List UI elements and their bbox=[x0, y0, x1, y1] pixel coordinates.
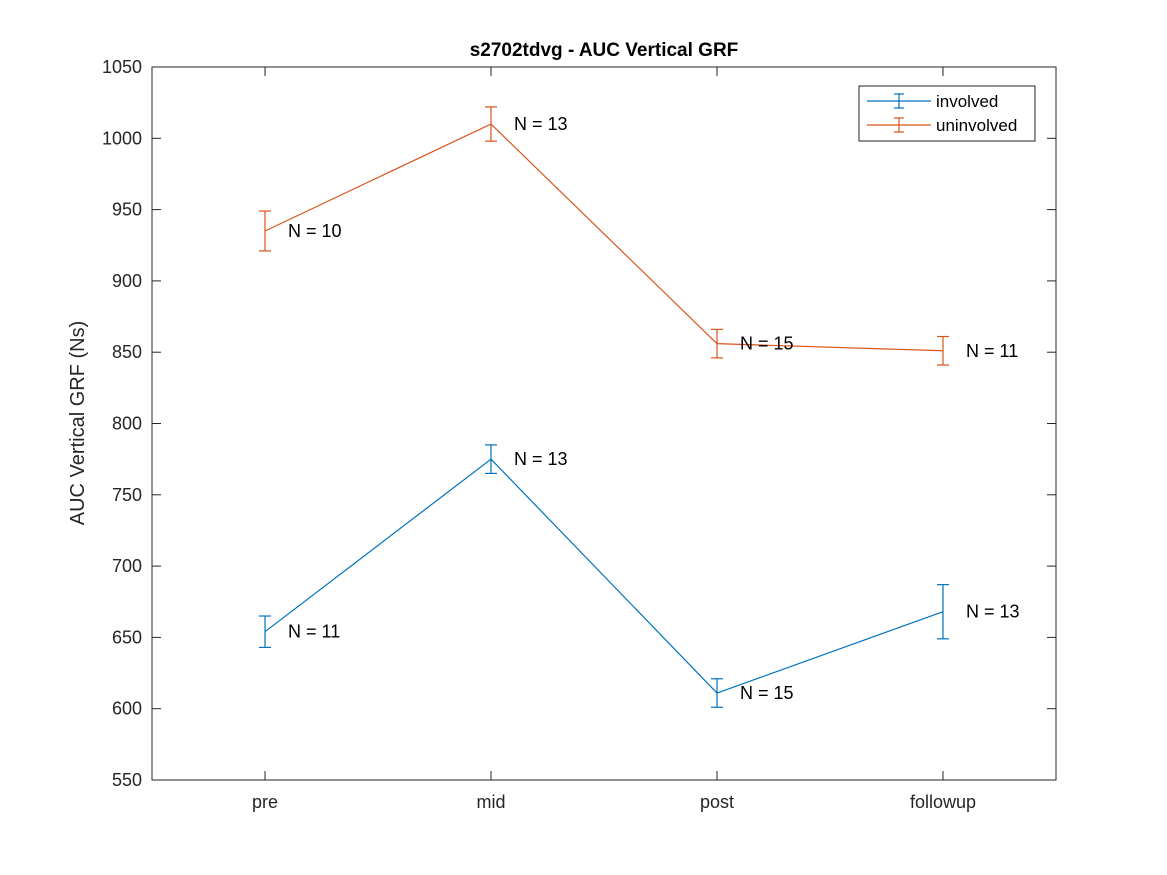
x-tick-label: mid bbox=[476, 792, 505, 812]
n-label: N = 13 bbox=[514, 449, 568, 469]
x-tick-label: post bbox=[700, 792, 734, 812]
y-tick-label: 950 bbox=[112, 200, 142, 220]
y-tick-label: 750 bbox=[112, 485, 142, 505]
n-label: N = 13 bbox=[966, 602, 1020, 622]
series-uninvolved: N = 10 N = 13 N = 15 N = 11 bbox=[259, 106, 1018, 366]
series-line-uninvolved bbox=[264, 123, 944, 352]
chart-title: s2702tdvg - AUC Vertical GRF bbox=[470, 40, 739, 61]
series-layer: N = 11N = 13N = 15N = 13N = 10N = 13N = … bbox=[259, 106, 1020, 708]
n-label: N = 13 bbox=[514, 114, 568, 134]
legend-label: uninvolved bbox=[936, 116, 1017, 135]
series-line-involved bbox=[264, 458, 944, 694]
y-tick-label: 650 bbox=[112, 627, 142, 647]
legend-label: involved bbox=[936, 92, 998, 111]
plot-area bbox=[151, 66, 1057, 781]
y-tick-label: 700 bbox=[112, 556, 142, 576]
y-tick-label: 1050 bbox=[102, 57, 142, 77]
x-tick-label: followup bbox=[910, 792, 976, 812]
y-axis-label: AUC Vertical GRF (Ns) bbox=[67, 321, 89, 525]
y-tick-label: 600 bbox=[112, 699, 142, 719]
y-tick-label: 550 bbox=[112, 770, 142, 790]
n-label: N = 15 bbox=[740, 683, 794, 703]
legend-entry-uninvolved: uninvolved bbox=[867, 116, 1017, 135]
n-label: N = 11 bbox=[288, 622, 340, 642]
series-involved: N = 11 N = 13 N = 15 N = 13 bbox=[259, 444, 1020, 708]
x-tick-label: pre bbox=[252, 792, 278, 812]
y-tick-label: 800 bbox=[112, 414, 142, 434]
y-tick-label: 900 bbox=[112, 271, 142, 291]
n-label: N = 10 bbox=[288, 221, 342, 241]
n-label: N = 11 bbox=[966, 341, 1018, 361]
y-tick-label: 850 bbox=[112, 342, 142, 362]
legend-entry-involved: involved bbox=[867, 92, 998, 111]
axis-ticks: 550 600 650 700 750 800 850 900 950 1000 1050 pre mi… bbox=[102, 57, 1056, 812]
legend: involved uninvolved bbox=[858, 85, 1036, 142]
n-label: N = 15 bbox=[740, 334, 794, 354]
legend-box bbox=[858, 85, 1036, 142]
y-tick-label: 1000 bbox=[102, 128, 142, 148]
